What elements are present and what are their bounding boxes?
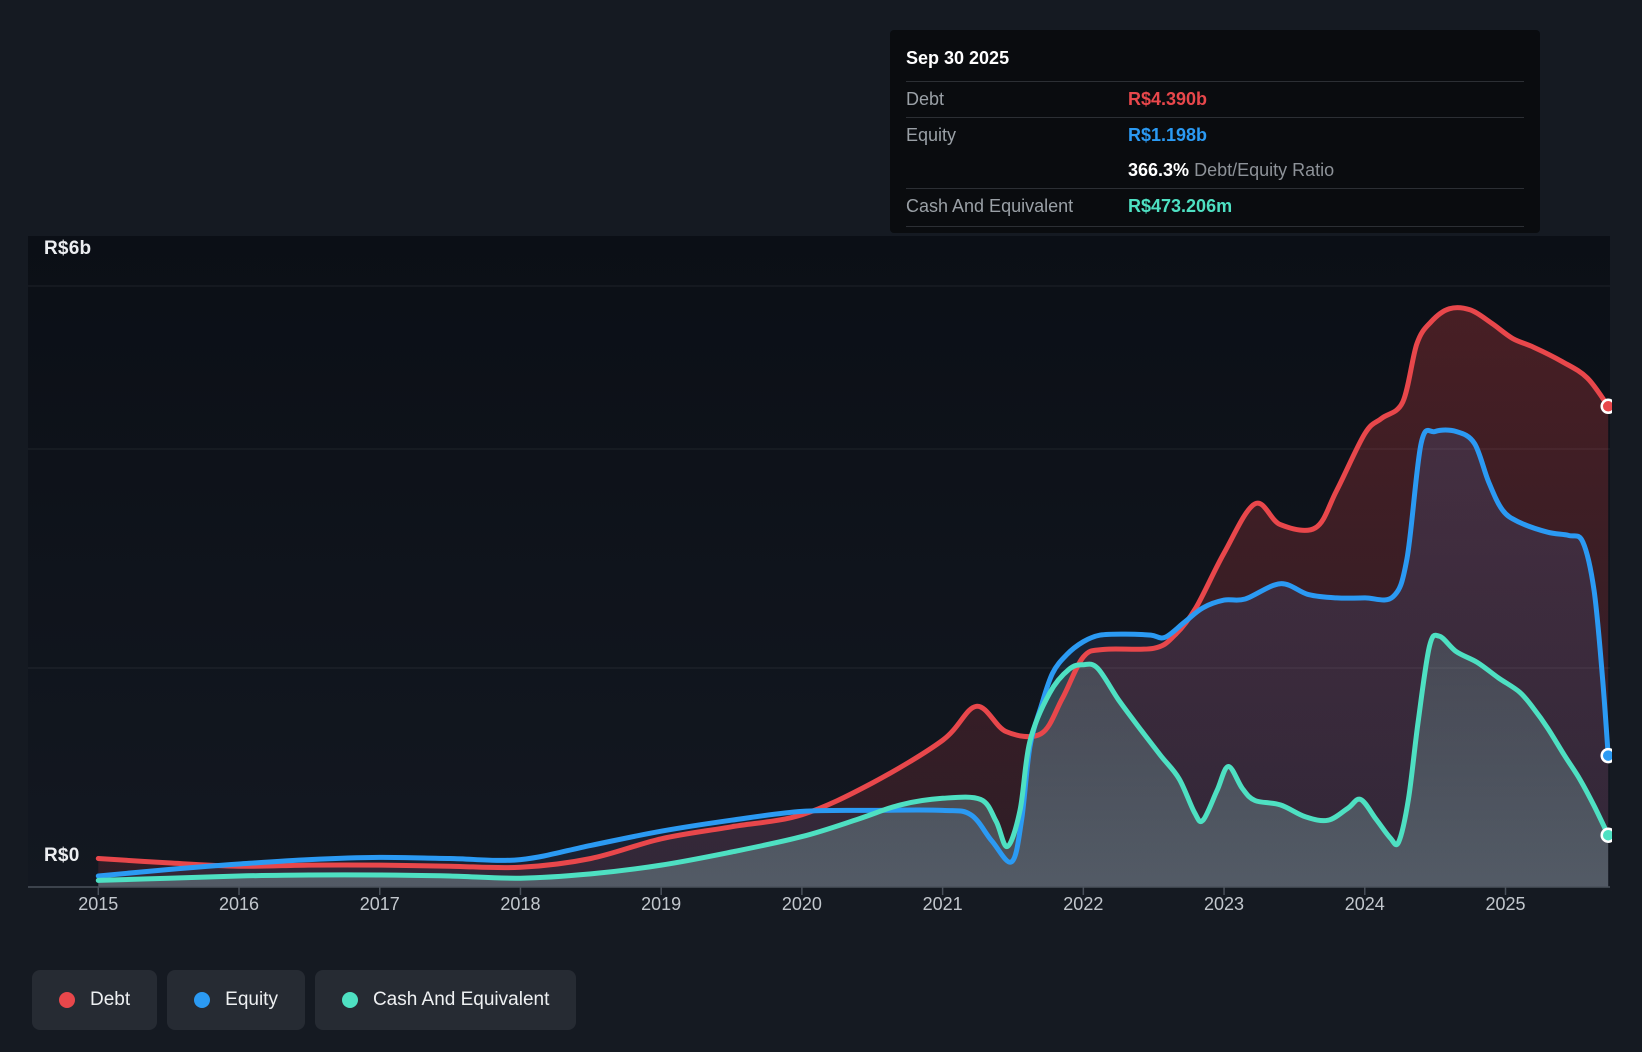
cash-dot-icon xyxy=(341,992,358,1008)
tooltip-ratio-value: 366.3% xyxy=(1128,160,1190,180)
x-tick-label-2015: 2015 xyxy=(78,894,119,914)
tooltip-cash-row: Cash And Equivalent R$473.206m xyxy=(906,188,1524,227)
debt-line xyxy=(95,305,1611,871)
tooltip-cash-value: R$473.206m xyxy=(1128,196,1233,216)
tooltip-date: Sep 30 2025 xyxy=(906,48,1010,68)
x-tick-label-2024: 2024 xyxy=(1344,894,1385,914)
debt-end-marker xyxy=(1600,398,1612,415)
legend-item-cash[interactable]: Cash And Equivalent xyxy=(314,970,577,1030)
equity-line xyxy=(95,427,1611,879)
chart-tooltip: Sep 30 2025 Debt R$4.390b Equity R$1.198… xyxy=(890,30,1540,233)
tooltip-cash-label: Cash And Equivalent xyxy=(906,196,1074,216)
x-tick-label-2022: 2022 xyxy=(1063,894,1104,914)
tooltip-debt-label: Debt xyxy=(906,89,945,109)
x-tick-label-2020: 2020 xyxy=(781,894,822,914)
tooltip-equity-label: Equity xyxy=(906,125,957,145)
x-tick-label-2019: 2019 xyxy=(641,894,682,914)
x-tick-label-2016: 2016 xyxy=(218,894,260,914)
x-tick-label-2017: 2017 xyxy=(359,894,400,914)
tooltip-debt-value: R$4.390b xyxy=(1128,89,1208,109)
legend-equity-label: Equity xyxy=(225,989,278,1010)
tooltip-equity-value: R$1.198b xyxy=(1128,125,1208,145)
tooltip-debt-row: Debt R$4.390b xyxy=(906,81,1524,117)
equity-dot-icon xyxy=(194,992,211,1008)
cash-line xyxy=(95,632,1611,883)
legend-cash-label: Cash And Equivalent xyxy=(372,989,550,1010)
x-tick-label-2025: 2025 xyxy=(1485,894,1526,914)
debt-dot-icon xyxy=(59,992,75,1008)
y-axis-label-max: R$6b xyxy=(44,238,92,259)
x-tick-label-2023: 2023 xyxy=(1204,894,1245,914)
x-tick-label-2018: 2018 xyxy=(500,894,541,914)
cash-area xyxy=(98,635,1609,887)
y-axis-label-zero: R$0 xyxy=(44,845,80,866)
cash-end-marker xyxy=(1600,827,1612,843)
chart-legend: Debt Equity Cash And Equivalent xyxy=(32,970,577,1030)
tooltip-ratio-label: Debt/Equity Ratio xyxy=(1194,160,1335,180)
x-tick-label-2021: 2021 xyxy=(922,894,963,914)
tooltip-ratio-row: 366.3% Debt/Equity Ratio xyxy=(906,153,1524,188)
equity-end-marker xyxy=(1600,747,1612,764)
legend-debt-label: Debt xyxy=(90,989,131,1010)
tooltip-equity-row: Equity R$1.198b xyxy=(906,117,1524,153)
legend-item-equity[interactable]: Equity xyxy=(167,970,305,1030)
legend-item-debt[interactable]: Debt xyxy=(32,970,158,1030)
